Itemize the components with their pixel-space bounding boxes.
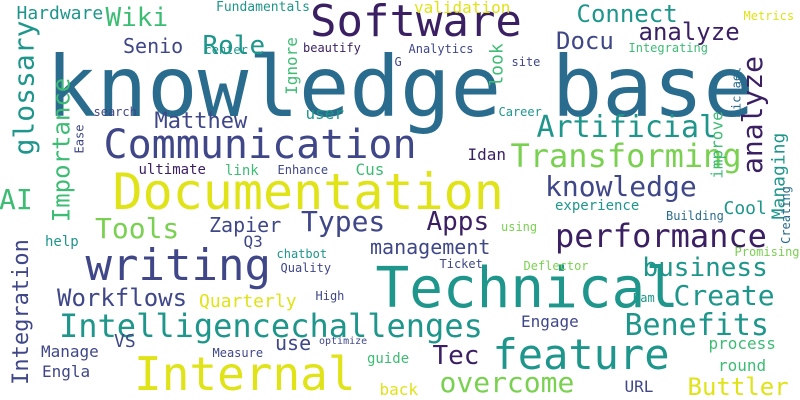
word-engage: Engage [521, 312, 579, 331]
word-process: process [708, 334, 776, 353]
word-role: Role [202, 31, 266, 61]
word-writing: writing [85, 240, 271, 291]
word-workflows: Workflows [57, 284, 188, 312]
word-glossary: glossary [6, 20, 40, 156]
word-integration: Integration [8, 239, 34, 385]
word-benefits: Benefits [624, 308, 770, 343]
word-use: use [275, 331, 312, 355]
word-internal: Internal [134, 347, 356, 400]
word-integrating: Integrating [628, 41, 708, 55]
word-optimize: optimize [319, 336, 368, 347]
word-artificial: Artificial [536, 110, 718, 145]
word-manage: Manage [41, 342, 99, 361]
word-look: look [486, 43, 508, 87]
word-ram: Ram [633, 291, 655, 305]
word-link: link [225, 163, 259, 179]
word-guide: guide [367, 351, 410, 367]
word-zapier: Zapier [209, 213, 282, 237]
word-feature: feature [492, 330, 670, 379]
word-user: user [305, 104, 345, 123]
word-software: Software [310, 0, 522, 47]
word-cus: Cus [355, 160, 385, 179]
word-ai: AI [0, 183, 33, 216]
word-types: Types [301, 205, 386, 238]
word-enhance: Enhance [277, 163, 329, 177]
word-building: Building [666, 209, 724, 223]
word-improve: improve [707, 111, 727, 179]
word-ignore: Ignore [281, 37, 301, 95]
word-create: Create [673, 279, 775, 312]
word-knowledge-base: knowledge base [46, 38, 755, 136]
word-beautify: beautify [303, 41, 361, 55]
word-tec: Tec [432, 341, 480, 371]
word-q3: Q3 [243, 232, 263, 251]
word-career: Career [498, 105, 542, 119]
word-deflector: Deflector [523, 259, 589, 273]
word-promising: Promising [734, 245, 800, 259]
word-high: High [315, 289, 345, 303]
word-analytics: Analytics [408, 42, 474, 56]
word-buttler: Buttler [687, 373, 789, 400]
word-quality: Quality [280, 261, 332, 275]
word-intelligencechallenges: Intelligencechallenges [59, 307, 483, 345]
word-tools: Tools [95, 212, 180, 245]
word-creating: Creating [778, 186, 793, 244]
word-overcome: overcome [439, 366, 575, 399]
word-validation: validation [414, 0, 511, 17]
word-experience: experience [555, 198, 640, 214]
word-measure: Measure [212, 346, 264, 360]
word-connect: Connect [576, 0, 678, 28]
word-management: management [370, 235, 491, 259]
word-ease: Ease [71, 124, 86, 154]
word-apps: Apps [426, 207, 490, 237]
word-technical: Technical [375, 256, 679, 321]
word-back: back [379, 380, 419, 399]
word-search: search [93, 105, 137, 119]
word-matthew: Matthew [154, 109, 248, 134]
word-engla: Engla [42, 362, 91, 381]
word-knowledge: knowledge [545, 170, 697, 203]
word-analyze-top: analyze [638, 18, 740, 46]
word-metrics: Metrics [743, 9, 795, 23]
word-transforming: Transforming [510, 137, 742, 175]
word-url: URL [624, 377, 654, 396]
word-cool: Cool [723, 198, 767, 219]
word-senio: Senio [123, 34, 184, 58]
word-importance: Importance [46, 77, 75, 223]
word-center: center [204, 43, 248, 57]
word-performance: performance [555, 217, 767, 255]
word-idan: Idan [467, 145, 507, 164]
word-fundamentals: Fundamentals [216, 0, 310, 15]
word-michael: Michael [728, 66, 743, 118]
word-vs: VS [114, 331, 136, 352]
word-docu: Docu [556, 27, 614, 55]
word-round: round [718, 356, 767, 375]
word-quarterly: Quarterly [199, 291, 297, 312]
word-hardware: Hardware [16, 3, 104, 24]
word-communication: Communication [103, 122, 417, 168]
word-site: site [511, 55, 541, 69]
word-documentation: Documentation [112, 163, 504, 221]
word-business: business [642, 253, 768, 283]
word-chatbot: chatbot [276, 247, 328, 261]
word-using: using [501, 220, 538, 234]
word-ticket: Ticket [439, 257, 483, 271]
word-wiki: Wiki [105, 3, 169, 33]
word-help: help [45, 234, 79, 250]
word-g: G [394, 55, 402, 69]
word-ultimate: ultimate [138, 162, 206, 178]
